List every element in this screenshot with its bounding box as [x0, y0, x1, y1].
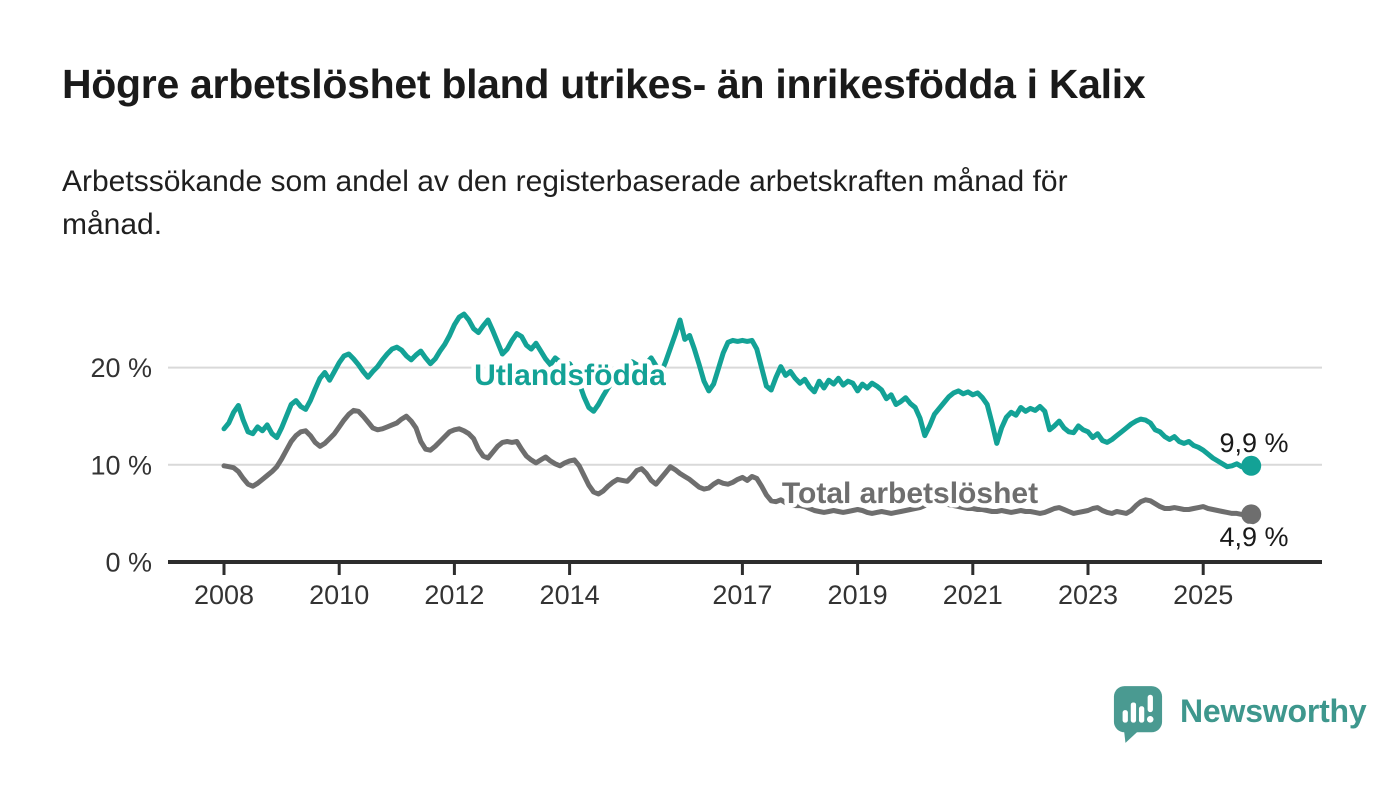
newsworthy-logo-icon	[1113, 686, 1163, 743]
series-line-total-arbetsl-shet	[221, 407, 1254, 517]
series-end-dot	[1241, 504, 1262, 525]
gridlines	[168, 366, 1322, 466]
chart-subtitle-line1: Arbetssökande som andel av den registerb…	[62, 165, 1068, 198]
newsworthy-branding: Newsworthy	[1112, 684, 1367, 744]
end-value-label-total: 4,9 %	[1219, 522, 1288, 552]
chart-subtitle-line2: månad.	[62, 208, 163, 241]
series-label-total: Total arbetslöshet	[782, 477, 1038, 510]
y-axis-tick-label: 10 %	[90, 450, 152, 480]
x-axis-tick-label: 2019	[828, 580, 888, 610]
y-axis-labels: 0 % 10 % 20 %	[90, 353, 152, 577]
series-end-dot	[1241, 455, 1262, 476]
series-end-dots	[1241, 455, 1262, 525]
chart-title: Högre arbetslöshet bland utrikes- än inr…	[62, 61, 1146, 107]
x-axis-ticks: 2008 2010 2012 2014 2017 2019 2021 2023 2025	[194, 562, 1233, 610]
series-label-utlandsfodda: Utlandsfödda	[474, 359, 666, 392]
x-axis-tick-label: 2012	[424, 580, 484, 610]
series-line-utlandsf-dda	[221, 311, 1254, 470]
x-axis-tick-label: 2017	[712, 580, 772, 610]
data-series	[221, 311, 1254, 517]
x-axis-tick-label: 2023	[1058, 580, 1118, 610]
logo-bar-chart-icon	[1122, 694, 1154, 723]
end-value-label-utlandsfodda: 9,9 %	[1219, 428, 1288, 458]
x-axis-tick-label: 2025	[1173, 580, 1233, 610]
x-axis-tick-label: 2010	[309, 580, 369, 610]
x-axis-tick-label: 2014	[540, 580, 600, 610]
x-axis-tick-label: 2021	[943, 580, 1003, 610]
y-axis-tick-label: 0 %	[105, 548, 152, 578]
newsworthy-wordmark: Newsworthy	[1180, 693, 1367, 729]
x-axis-tick-label: 2008	[194, 580, 254, 610]
y-axis-tick-label: 20 %	[90, 353, 152, 383]
chart-subtitle: Arbetssökande som andel av den registerb…	[62, 160, 1322, 246]
